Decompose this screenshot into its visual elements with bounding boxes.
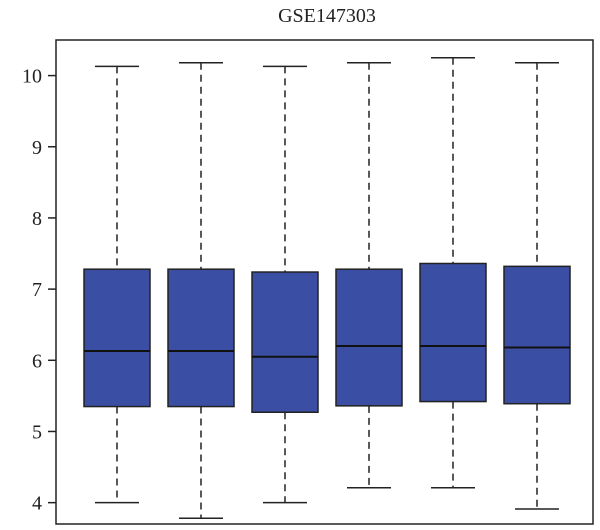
plot-frame bbox=[55, 39, 594, 525]
iqr-box-3 bbox=[251, 271, 319, 414]
box-3 bbox=[251, 65, 319, 504]
y-tick-label-5: 5 bbox=[32, 421, 42, 443]
box-5 bbox=[419, 57, 487, 489]
iqr-box-2 bbox=[167, 268, 235, 408]
iqr-box-6 bbox=[503, 265, 571, 405]
y-tick-label-6: 6 bbox=[32, 350, 42, 372]
y-tick-label-9: 9 bbox=[32, 137, 42, 159]
iqr-box-4 bbox=[335, 268, 403, 407]
chart-title: GSE147303 bbox=[278, 5, 376, 27]
y-tick-label-8: 8 bbox=[32, 208, 42, 230]
iqr-box-5 bbox=[419, 262, 487, 403]
box-1 bbox=[83, 65, 151, 504]
box-2 bbox=[167, 62, 235, 520]
box-6 bbox=[503, 62, 571, 510]
y-axis: 4 5 6 7 8 9 10 bbox=[22, 66, 56, 515]
boxes bbox=[83, 57, 571, 520]
iqr-box-1 bbox=[83, 268, 151, 408]
y-tick-label-7: 7 bbox=[32, 279, 42, 301]
y-tick-label-10: 10 bbox=[22, 66, 42, 88]
box-4 bbox=[335, 62, 403, 489]
y-tick-label-4: 4 bbox=[32, 493, 42, 515]
